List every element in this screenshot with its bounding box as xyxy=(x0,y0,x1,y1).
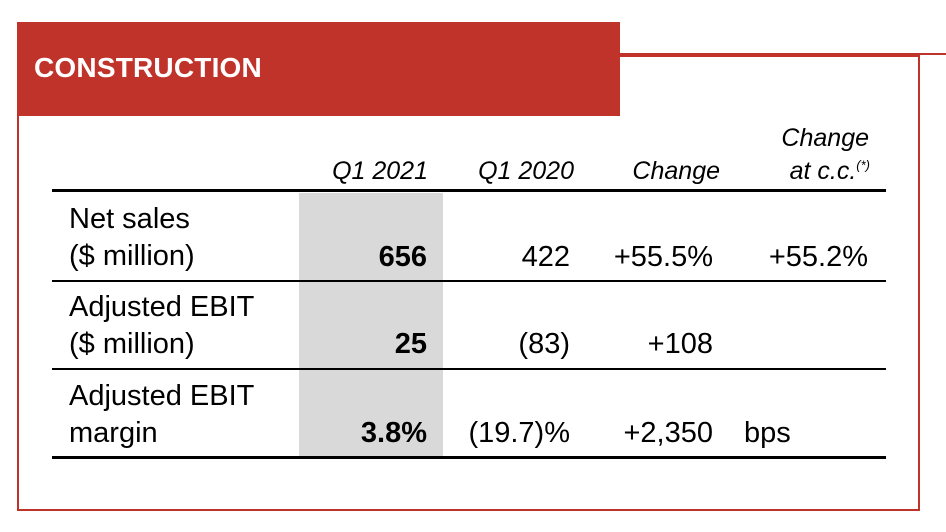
row-net-sales-label-line1: Net sales xyxy=(69,203,190,235)
row-ebit-margin-label-line1: Adjusted EBIT xyxy=(69,380,255,412)
net-sales-q1-2020: 422 xyxy=(521,241,570,273)
net-sales-q1-2021: 656 xyxy=(378,241,427,273)
footnote-marker: (*) xyxy=(856,157,870,173)
row-adjusted-ebit-label-line2: ($ million) xyxy=(69,328,195,360)
section-header-bar xyxy=(17,22,620,116)
col-header-change-cc-line1: Change xyxy=(781,124,869,152)
table-rule-row1 xyxy=(52,280,886,282)
row-ebit-margin-label-line2: margin xyxy=(69,417,158,449)
col-header-q1-2020: Q1 2020 xyxy=(478,157,574,185)
table-rule-top xyxy=(52,189,886,192)
ebit-margin-change-unit: bps xyxy=(744,417,791,449)
ebit-margin-q1-2021: 3.8% xyxy=(360,417,427,449)
net-sales-change-cc: +55.2% xyxy=(768,241,868,273)
ebit-margin-q1-2020: (19.7)% xyxy=(468,417,570,449)
col-header-change-cc-line2: at c.c.(*) xyxy=(720,156,870,186)
adjusted-ebit-change: +108 xyxy=(647,328,713,360)
net-sales-change: +55.5% xyxy=(613,241,713,273)
ebit-margin-change: +2,350 xyxy=(623,417,713,449)
q1-2021-column-highlight xyxy=(299,193,443,457)
frame-top-rule xyxy=(620,53,946,55)
row-adjusted-ebit-label-line1: Adjusted EBIT xyxy=(69,291,255,323)
col-header-change: Change xyxy=(632,157,720,185)
row-net-sales-label-line2: ($ million) xyxy=(69,240,195,272)
table-rule-bottom xyxy=(52,456,886,459)
section-title: CONSTRUCTION xyxy=(34,52,262,83)
table-rule-row2 xyxy=(52,368,886,370)
adjusted-ebit-q1-2020: (83) xyxy=(518,328,570,360)
adjusted-ebit-q1-2021: 25 xyxy=(394,328,427,360)
col-header-change-cc-text: at c.c. xyxy=(789,157,857,185)
col-header-q1-2021: Q1 2021 xyxy=(332,157,428,185)
